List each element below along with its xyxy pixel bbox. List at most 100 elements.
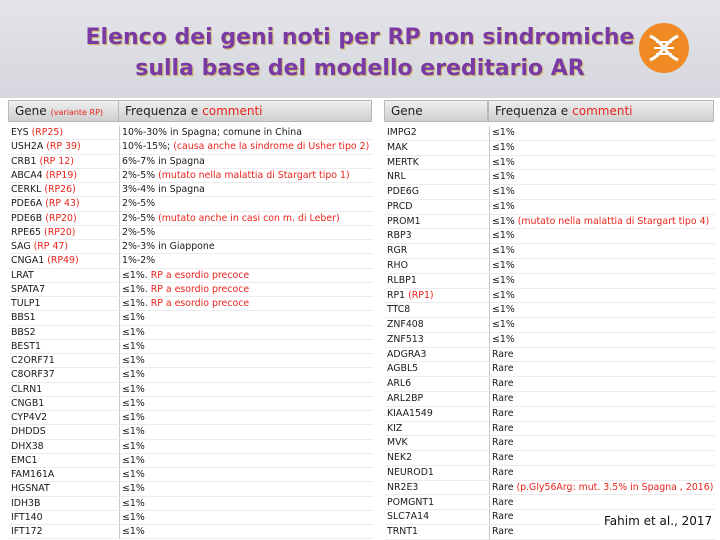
- frequency: Rare: [492, 466, 514, 478]
- frequency: ≤1%: [122, 383, 145, 395]
- gene: PROM1: [387, 215, 421, 227]
- frequency: ≤1%: [492, 200, 515, 212]
- frequency-cell: Rare: [489, 406, 715, 422]
- column-header: Gene: [384, 100, 488, 122]
- title-line: Elenco dei geni noti per RP non sindromi…: [85, 25, 635, 50]
- frequency-cell: ≤1%: [119, 453, 373, 468]
- frequency: ≤1%: [122, 454, 145, 466]
- gene: AGBL5: [387, 363, 419, 375]
- frequency: ≤1%.: [122, 283, 148, 295]
- gene-cell: PDE6A (RP 43): [9, 197, 121, 212]
- gene: IFT172: [11, 526, 43, 537]
- frequency: Rare: [492, 363, 514, 375]
- gene-cell: TULP1: [9, 297, 121, 312]
- gene: USH2A: [11, 141, 44, 153]
- frequency-cell: ≤1%: [489, 259, 715, 274]
- gene-cell: IFT172: [9, 525, 121, 540]
- gene-cell: KIZ: [385, 422, 489, 437]
- gene: CRB1: [11, 155, 37, 167]
- frequency-cell: ≤1%: [489, 229, 715, 245]
- gene-cell: CLRN1: [9, 383, 121, 397]
- frequency-cell: ≤1%. RP a esordio precoce: [119, 297, 373, 312]
- gene: DHDDS: [11, 426, 46, 438]
- gene-cell: LRAT: [9, 269, 121, 283]
- gene-cell: NEK2: [385, 451, 489, 466]
- frequency: 10%-30% in Spagna; comune in China: [122, 127, 302, 138]
- frequency-cell: 2%-5% (mutato anche in casi con m. di Leb…: [119, 211, 373, 226]
- gene-cell: PDE6B (RP20): [9, 212, 121, 226]
- frequency: ≤1%: [492, 215, 515, 227]
- frequency: 6%-7% in Spagna: [122, 155, 205, 167]
- logo-rungs: [654, 41, 674, 55]
- gene: C2ORF71: [11, 355, 55, 366]
- gene-cell: AGBL5: [385, 362, 489, 378]
- gene-cell: RHO: [385, 259, 489, 274]
- frequency: 3%-4% in Spagna: [122, 184, 205, 195]
- variant: (RP49): [47, 255, 79, 267]
- frequency-cell: Rare: [489, 495, 715, 511]
- frequency-cell: 1%-2%: [119, 254, 373, 269]
- frequency-cell: 2%-5% (mutato nella malattia di Stargart …: [119, 168, 373, 183]
- gene: PDE6G: [387, 186, 420, 198]
- header-text: Frequenza e: [495, 104, 569, 118]
- gene-cell: SAG (RP 47): [9, 240, 121, 255]
- comment: (p.Gly56Arg: mut. 3.5% in Spagna , 2016): [516, 481, 714, 493]
- gene: KIZ: [387, 422, 403, 434]
- gene: BEST1: [11, 340, 41, 352]
- frequency: ≤1%: [122, 412, 145, 423]
- gene: ADGRA3: [387, 348, 427, 360]
- gene-cell: TTC8: [385, 303, 489, 319]
- gene: TULP1: [11, 298, 41, 309]
- gene-cell: BBS2: [9, 326, 121, 340]
- gene-cell: ARL6: [385, 377, 489, 393]
- frequency-cell: ≤1% (mutato nella malattia di Stargart ti…: [489, 214, 715, 230]
- gene-cell: KIAA1549: [385, 407, 489, 422]
- gene-cell: DHDDS: [9, 425, 121, 440]
- gene: RBP3: [387, 230, 412, 242]
- gene: NR2E3: [387, 481, 419, 493]
- frequency-cell: ≤1%: [119, 382, 373, 397]
- gene: RP1: [387, 289, 406, 301]
- gene-cell: SLC7A14: [385, 510, 489, 526]
- gene: RPE65: [11, 226, 42, 238]
- comment: RP a esordio precoce: [150, 298, 250, 309]
- gene: SAG: [11, 241, 31, 252]
- frequency: ≤1%: [122, 312, 145, 324]
- frequency-cell: ≤1%: [489, 318, 715, 333]
- comment: RP a esordio precoce: [150, 283, 250, 295]
- gene: TTC8: [387, 304, 411, 316]
- variant: (RP26): [44, 184, 76, 195]
- frequency-cell: ≤1%: [119, 425, 373, 440]
- gene-cell: PDE6G: [385, 185, 489, 200]
- gene: HGSNAT: [11, 483, 50, 495]
- frequency-cell: 2%-5%: [119, 197, 373, 212]
- gene: ARL6: [387, 378, 412, 390]
- gene-cell: RBP3: [385, 229, 489, 245]
- frequency-cell: ≤1%: [119, 525, 373, 540]
- gene: PRCD: [387, 200, 413, 212]
- gene: NEK2: [387, 452, 413, 464]
- gene: SLC7A14: [387, 511, 430, 523]
- title-line: sulla base del modello ereditario AR: [135, 56, 585, 81]
- frequency-cell: ≤1%: [119, 482, 373, 497]
- gene-cell: EMC1: [9, 454, 121, 468]
- variant: (RP 39): [46, 141, 81, 153]
- comment: (causa anche la sindrome di Usher tipo 2…: [173, 141, 370, 153]
- gene: EYS: [11, 127, 29, 138]
- gene: POMGNT1: [387, 496, 435, 508]
- gene-cell: RLBP1: [385, 274, 489, 289]
- gene-cell: IMPG2: [385, 126, 489, 141]
- frequency: 2%-3% in Giappone: [122, 241, 215, 252]
- variant: (RP20): [45, 212, 77, 224]
- frequency: 2%-5%: [122, 169, 156, 181]
- header-text: Gene: [391, 104, 423, 118]
- frequency-cell: Rare: [489, 377, 715, 393]
- gene: MVK: [387, 437, 408, 449]
- frequency-cell: ≤1%: [119, 411, 373, 426]
- frequency-cell: Rare: [489, 465, 715, 481]
- frequency: ≤1%: [492, 171, 515, 183]
- frequency-cell: ≤1%: [119, 439, 373, 454]
- gene-cell: BEST1: [9, 340, 121, 354]
- gene-cell: CERKL (RP26): [9, 183, 121, 198]
